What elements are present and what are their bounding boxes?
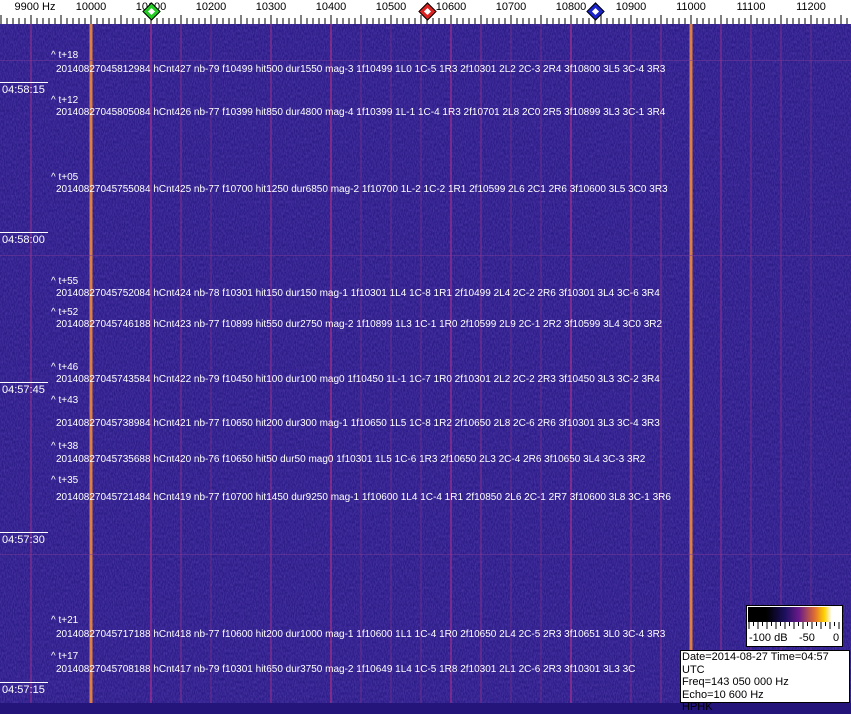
frequency-label: 10800 bbox=[555, 1, 587, 13]
spectral-line bbox=[420, 24, 422, 703]
colorbar-label-min: -100 dB bbox=[749, 632, 788, 644]
frequency-label: 11200 bbox=[796, 1, 826, 13]
spectral-line bbox=[89, 24, 93, 703]
info-box: Date=2014-08-27 Time=04:57 UTC Freq=143 … bbox=[680, 650, 850, 713]
detection-offset-label: ^ t+18 bbox=[51, 50, 79, 61]
frequency-label: 11100 bbox=[736, 1, 766, 13]
time-label: 04:57:15 bbox=[0, 682, 48, 696]
time-label-text: 04:57:45 bbox=[2, 384, 45, 396]
frequency-label: 10500 bbox=[375, 1, 407, 13]
frequency-axis: 9900 Hz 10000101001020010300104001050010… bbox=[0, 0, 851, 24]
spectral-line bbox=[210, 24, 212, 703]
spectral-line bbox=[570, 24, 572, 703]
detection-line: 20140827045717188 hCnt418 nb-77 f10600 h… bbox=[56, 629, 666, 640]
spectral-line bbox=[510, 24, 512, 703]
detection-line: 20140827045755084 hCnt425 nb-77 f10700 h… bbox=[56, 184, 668, 195]
time-label: 04:58:15 bbox=[0, 82, 48, 96]
detection-offset-label: ^ t+35 bbox=[51, 475, 79, 486]
spectral-line bbox=[150, 24, 152, 703]
spectral-line bbox=[270, 24, 272, 703]
time-label: 04:57:30 bbox=[0, 532, 48, 546]
colorbar-ticks bbox=[748, 622, 840, 629]
spectral-line bbox=[720, 24, 722, 703]
detection-offset-label: ^ t+46 bbox=[51, 362, 79, 373]
frequency-label: 10300 bbox=[255, 1, 287, 13]
detection-line: 20140827045738984 hCnt421 nb-77 f10650 h… bbox=[56, 418, 660, 429]
frequency-label: 10700 bbox=[495, 1, 527, 13]
detection-offset-label: ^ t+52 bbox=[51, 307, 79, 318]
spectral-line bbox=[330, 24, 332, 703]
frequency-label: 10900 bbox=[615, 1, 647, 13]
spectral-line bbox=[630, 24, 632, 703]
spectral-line bbox=[180, 24, 182, 703]
spectral-line bbox=[30, 24, 32, 703]
colorbar-label-mid: -50 bbox=[799, 632, 815, 644]
time-label-text: 04:58:15 bbox=[2, 84, 45, 96]
detection-line: 20140827045752084 hCnt424 nb-78 f10301 h… bbox=[56, 288, 660, 299]
info-date-time: Date=2014-08-27 Time=04:57 UTC bbox=[682, 651, 829, 676]
detection-offset-label: ^ t+43 bbox=[51, 395, 79, 406]
detection-line: 20140827045812984 hCnt427 nb-79 f10499 h… bbox=[56, 64, 666, 75]
detection-offset-label: ^ t+21 bbox=[51, 615, 79, 626]
detection-offset-label: ^ t+05 bbox=[51, 172, 79, 183]
spectrogram bbox=[0, 24, 851, 703]
detection-offset-label: ^ t+17 bbox=[51, 651, 79, 662]
time-label-text: 04:57:30 bbox=[2, 534, 45, 546]
time-label-text: 04:58:00 bbox=[2, 234, 45, 246]
spectral-line bbox=[540, 24, 542, 703]
frequency-label: 10600 bbox=[435, 1, 467, 13]
time-label: 04:58:00 bbox=[0, 232, 48, 246]
detection-line: 20140827045805084 hCnt426 nb-77 f10399 h… bbox=[56, 107, 666, 118]
colorbar-legend: -100 dB -50 0 bbox=[746, 605, 843, 647]
frequency-label: 11000 bbox=[676, 1, 706, 13]
detection-offset-label: ^ t+55 bbox=[51, 276, 79, 287]
spectral-line bbox=[450, 24, 452, 703]
time-label: 04:57:45 bbox=[0, 382, 48, 396]
info-echo: Echo=10 600 Hz bbox=[682, 688, 764, 701]
detection-offset-label: ^ t+12 bbox=[51, 95, 79, 106]
detection-line: 20140827045746188 hCnt423 nb-77 f10899 h… bbox=[56, 319, 663, 330]
time-label-text: 04:57:15 bbox=[2, 684, 45, 696]
detection-offset-label: ^ t+38 bbox=[51, 441, 79, 452]
detection-line: 20140827045721484 hCnt419 nb-77 f10700 h… bbox=[56, 492, 671, 503]
frequency-label: 10000 bbox=[75, 1, 107, 13]
frequency-ticks bbox=[0, 15, 848, 24]
spectral-line bbox=[660, 24, 662, 703]
horizontal-line bbox=[0, 554, 851, 555]
spectral-line bbox=[750, 24, 752, 703]
frequency-label: 10400 bbox=[315, 1, 347, 13]
spectral-line bbox=[360, 24, 362, 703]
detection-line: 20140827045743584 hCnt422 nb-79 f10450 h… bbox=[56, 374, 660, 385]
colorbar-gradient bbox=[748, 607, 841, 622]
spectral-line bbox=[780, 24, 782, 703]
frequency-unit-label: 9900 Hz bbox=[14, 1, 56, 13]
spectral-line bbox=[480, 24, 482, 703]
detection-line: 20140827045708188 hCnt417 nb-79 f10301 h… bbox=[56, 664, 636, 675]
spectral-line bbox=[390, 24, 392, 703]
info-freq: Freq=143 050 000 Hz bbox=[682, 676, 789, 688]
horizontal-line bbox=[0, 255, 851, 256]
detection-line: 20140827045735688 hCnt420 nb-76 f10650 h… bbox=[56, 454, 646, 465]
frequency-label: 10200 bbox=[195, 1, 227, 13]
spectral-line bbox=[689, 24, 693, 703]
spectral-line bbox=[810, 24, 812, 703]
colorbar-label-max: 0 bbox=[833, 632, 840, 644]
horizontal-line bbox=[0, 60, 851, 61]
